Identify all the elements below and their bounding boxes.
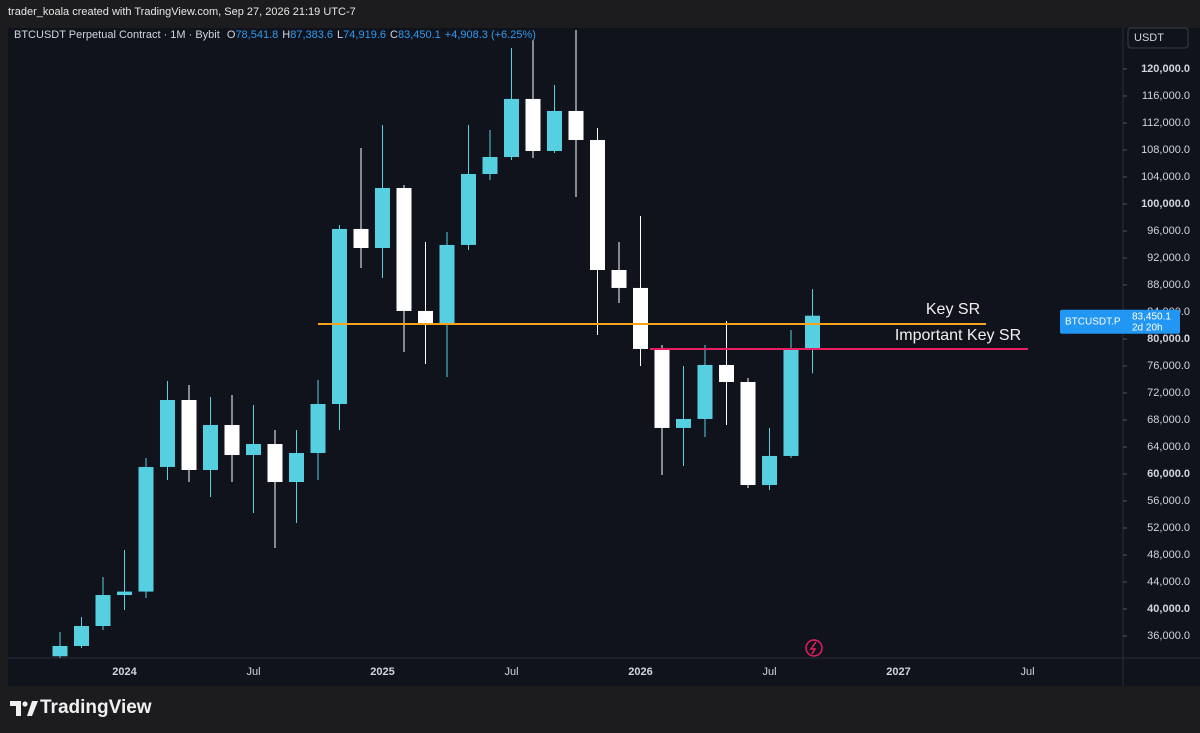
legend-key: C [390,29,398,41]
candle-body [396,187,412,311]
sr-label: Important Key SR [895,327,1021,344]
candle-body [676,418,691,428]
candle-body [590,139,605,270]
y-tick-label: 40,000.0 [1147,603,1190,615]
x-tick-label: 2027 [886,666,910,678]
candle-body [246,444,261,456]
x-tick-label: Jul [762,666,776,678]
candle-body [805,315,820,349]
candle-body [74,626,89,646]
candle-body [504,98,519,157]
x-tick-label: Jul [246,666,260,678]
y-tick-label: 120,000.0 [1141,63,1190,75]
legend-value: 74,919.6 [343,29,386,41]
x-tick-label: Jul [504,666,518,678]
y-tick-label: 100,000.0 [1141,198,1190,210]
y-tick-label: 96,000.0 [1147,225,1190,237]
candle-body [740,381,756,485]
y-tick-label: 44,000.0 [1147,576,1190,588]
candle-body [332,228,347,404]
y-tick-label: 104,000.0 [1141,171,1190,183]
y-tick-label: 76,000.0 [1147,360,1190,372]
y-tick-label: 112,000.0 [1142,117,1190,129]
candle-body [418,310,433,324]
event-icon [805,639,823,657]
candle-body [310,403,326,453]
candle-body [783,349,799,456]
legend-value: 87,383.6 [290,29,334,41]
candle-body [439,244,455,324]
y-tick-label: 72,000.0 [1147,387,1190,399]
candle-body [719,364,734,382]
candle-body [654,348,670,428]
x-tick-label: 2025 [370,666,394,678]
legend: BTCUSDT Perpetual Contract · 1M · Bybit … [14,29,536,41]
candle-body [95,595,111,627]
time-axis [8,658,1200,686]
y-tick-label: 60,000.0 [1147,468,1190,480]
candle-body [267,444,283,483]
y-tick-label: 108,000.0 [1141,144,1190,156]
price-tag-bg [1060,309,1180,334]
candle-body [525,98,541,151]
y-tick-label: 68,000.0 [1147,414,1190,426]
y-tick-label: 56,000.0 [1147,495,1190,507]
candle-body [762,455,777,485]
price-tag-price: 83,450.1 [1132,311,1171,322]
y-tick-label: 116,000.0 [1142,90,1190,102]
symbol-title: BTCUSDT Perpetual Contract · 1M · Bybit [14,29,220,41]
price-tag-symbol: BTCUSDT.P [1065,316,1121,327]
legend-value: 83,450.1 [397,29,441,41]
candle-body [461,174,476,245]
legend-key: O [226,29,236,41]
brand: TradingView [40,697,152,718]
candle-body [181,400,197,471]
currency: USDT [1134,32,1164,44]
y-tick-label: 48,000.0 [1147,549,1190,561]
price-axis [1123,28,1200,658]
candle-body [224,424,240,456]
legend-key: L [337,29,344,41]
caption: trader_koala created with TradingView.co… [8,6,356,18]
y-tick-label: 64,000.0 [1147,441,1190,453]
candle-body [117,591,132,596]
candle-body [289,452,304,483]
y-tick-label: 88,000.0 [1147,279,1190,291]
price-tag-countdown: 2d 20h [1132,322,1163,333]
candle-body [52,645,68,657]
candle-body [568,110,584,140]
candle-body [138,466,154,592]
legend-value: 78,541.8 [235,29,279,41]
y-tick-label: 80,000.0 [1147,333,1190,345]
candle-body [547,110,562,151]
legend-change: +4,908.3 (+6.25%) [444,29,536,41]
candle-body [697,364,713,419]
x-tick-label: Jul [1020,666,1034,678]
y-tick-label: 92,000.0 [1147,252,1190,264]
plot-area [8,28,1123,658]
candle-body [375,187,390,248]
candle-body [633,287,648,349]
candle-body [353,228,369,248]
y-tick-label: 52,000.0 [1147,522,1190,534]
legend-key: H [282,29,291,41]
x-tick-label: 2024 [112,666,137,678]
candle-body [611,269,627,288]
candle-body [160,400,175,467]
candle-body [203,424,218,471]
tv-logo [10,701,38,716]
x-tick-label: 2026 [628,666,652,678]
candle-body [482,156,498,175]
sr-label: Key SR [926,301,980,318]
currency-box [1127,27,1189,49]
y-tick-label: 36,000.0 [1147,630,1190,642]
